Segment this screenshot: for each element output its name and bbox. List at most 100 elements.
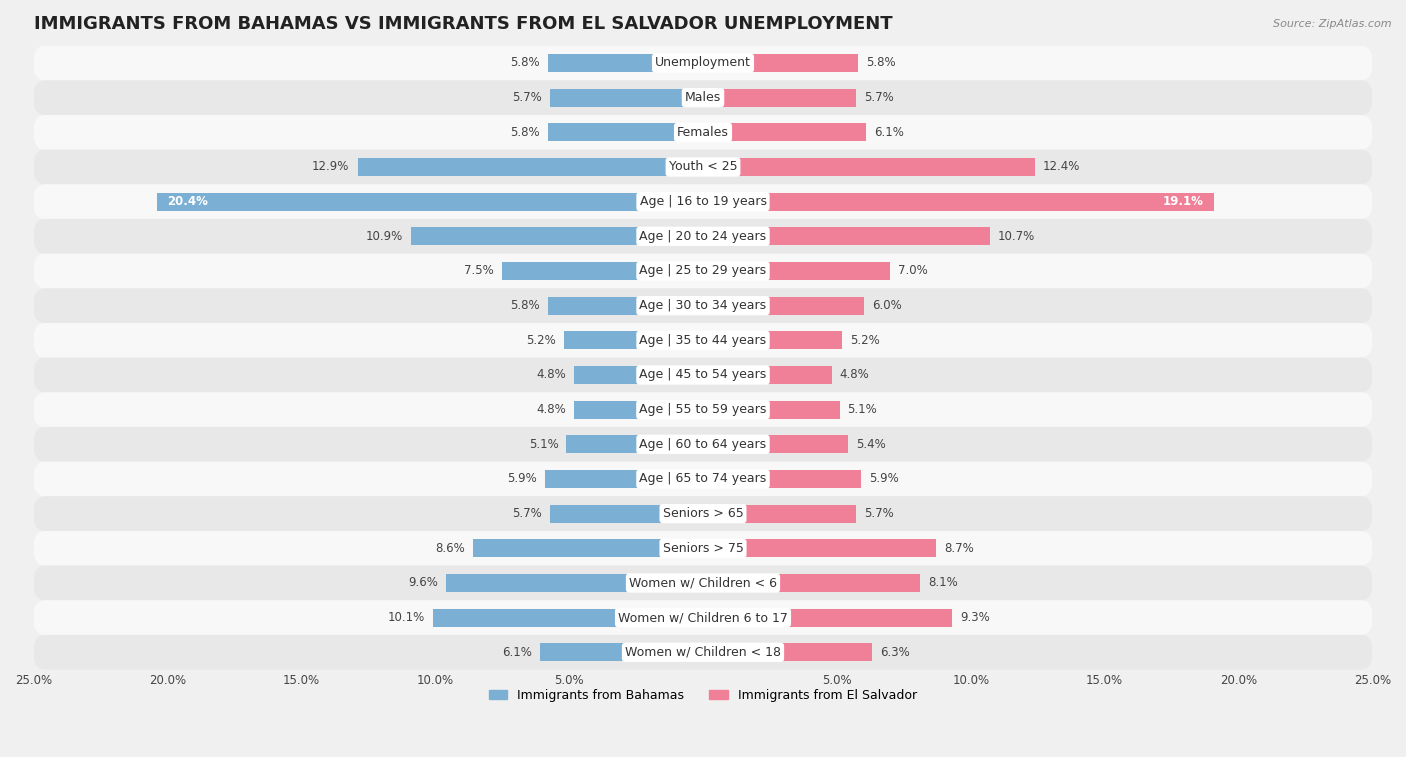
Text: Age | 55 to 59 years: Age | 55 to 59 years	[640, 403, 766, 416]
Text: 5.7%: 5.7%	[863, 507, 893, 520]
Text: Age | 20 to 24 years: Age | 20 to 24 years	[640, 230, 766, 243]
FancyBboxPatch shape	[34, 427, 1372, 462]
FancyBboxPatch shape	[34, 184, 1372, 219]
FancyBboxPatch shape	[34, 288, 1372, 323]
Text: 5.7%: 5.7%	[513, 507, 543, 520]
Text: Age | 35 to 44 years: Age | 35 to 44 years	[640, 334, 766, 347]
Text: Age | 45 to 54 years: Age | 45 to 54 years	[640, 369, 766, 382]
Bar	[703, 400, 839, 419]
FancyBboxPatch shape	[34, 80, 1372, 115]
Text: 10.9%: 10.9%	[366, 230, 404, 243]
Text: 9.6%: 9.6%	[408, 576, 437, 590]
Bar	[703, 609, 952, 627]
Text: 8.6%: 8.6%	[434, 542, 464, 555]
Text: Women w/ Children < 6: Women w/ Children < 6	[628, 576, 778, 590]
Text: 9.3%: 9.3%	[960, 611, 990, 624]
Bar	[502, 262, 703, 280]
Bar	[411, 227, 703, 245]
Bar	[567, 435, 703, 453]
Bar	[156, 192, 703, 210]
Bar	[548, 297, 703, 315]
Text: 12.9%: 12.9%	[312, 160, 350, 173]
FancyBboxPatch shape	[34, 600, 1372, 635]
Bar	[703, 297, 863, 315]
Bar	[357, 158, 703, 176]
FancyBboxPatch shape	[34, 254, 1372, 288]
Text: 5.2%: 5.2%	[526, 334, 555, 347]
Bar	[703, 366, 831, 384]
Text: Age | 30 to 34 years: Age | 30 to 34 years	[640, 299, 766, 312]
Text: 4.8%: 4.8%	[839, 369, 869, 382]
Text: 5.8%: 5.8%	[510, 57, 540, 70]
FancyBboxPatch shape	[34, 565, 1372, 600]
Bar	[703, 435, 848, 453]
Text: 7.5%: 7.5%	[464, 264, 494, 278]
Text: 6.1%: 6.1%	[502, 646, 531, 659]
Legend: Immigrants from Bahamas, Immigrants from El Salvador: Immigrants from Bahamas, Immigrants from…	[484, 684, 922, 707]
FancyBboxPatch shape	[34, 45, 1372, 80]
Bar	[472, 539, 703, 557]
Text: 7.0%: 7.0%	[898, 264, 928, 278]
Bar	[703, 332, 842, 349]
Bar	[703, 89, 856, 107]
Bar	[433, 609, 703, 627]
Text: Males: Males	[685, 91, 721, 104]
FancyBboxPatch shape	[34, 392, 1372, 427]
Text: 6.0%: 6.0%	[872, 299, 901, 312]
Text: Unemployment: Unemployment	[655, 57, 751, 70]
Text: 5.1%: 5.1%	[848, 403, 877, 416]
FancyBboxPatch shape	[34, 357, 1372, 392]
Bar	[575, 400, 703, 419]
Bar	[703, 470, 860, 488]
Bar	[540, 643, 703, 662]
Text: 5.2%: 5.2%	[851, 334, 880, 347]
FancyBboxPatch shape	[34, 115, 1372, 150]
Text: Age | 16 to 19 years: Age | 16 to 19 years	[640, 195, 766, 208]
Bar	[703, 505, 856, 522]
Text: 4.8%: 4.8%	[537, 403, 567, 416]
Text: 5.8%: 5.8%	[510, 126, 540, 139]
Bar	[446, 574, 703, 592]
Bar	[550, 505, 703, 522]
Text: Females: Females	[678, 126, 728, 139]
Text: Age | 25 to 29 years: Age | 25 to 29 years	[640, 264, 766, 278]
FancyBboxPatch shape	[34, 635, 1372, 670]
Text: Seniors > 65: Seniors > 65	[662, 507, 744, 520]
Text: 10.7%: 10.7%	[997, 230, 1035, 243]
Text: Seniors > 75: Seniors > 75	[662, 542, 744, 555]
Bar	[703, 192, 1215, 210]
FancyBboxPatch shape	[34, 462, 1372, 497]
Text: Youth < 25: Youth < 25	[669, 160, 737, 173]
Text: 19.1%: 19.1%	[1163, 195, 1204, 208]
Bar	[703, 123, 866, 142]
Text: 5.9%: 5.9%	[869, 472, 898, 485]
Text: 5.8%: 5.8%	[866, 57, 896, 70]
Text: 12.4%: 12.4%	[1043, 160, 1080, 173]
FancyBboxPatch shape	[34, 219, 1372, 254]
Text: 5.9%: 5.9%	[508, 472, 537, 485]
FancyBboxPatch shape	[34, 323, 1372, 357]
Text: 5.7%: 5.7%	[863, 91, 893, 104]
Text: Age | 65 to 74 years: Age | 65 to 74 years	[640, 472, 766, 485]
Bar	[703, 262, 890, 280]
Text: 4.8%: 4.8%	[537, 369, 567, 382]
Text: Women w/ Children < 18: Women w/ Children < 18	[626, 646, 780, 659]
Bar	[703, 227, 990, 245]
Bar	[575, 366, 703, 384]
Bar	[703, 158, 1035, 176]
Bar	[703, 54, 858, 72]
FancyBboxPatch shape	[34, 531, 1372, 565]
Text: 5.4%: 5.4%	[856, 438, 886, 450]
FancyBboxPatch shape	[34, 497, 1372, 531]
Text: 10.1%: 10.1%	[387, 611, 425, 624]
Text: 20.4%: 20.4%	[167, 195, 208, 208]
Bar	[703, 539, 936, 557]
Text: 5.8%: 5.8%	[510, 299, 540, 312]
Text: 8.1%: 8.1%	[928, 576, 957, 590]
Bar	[550, 89, 703, 107]
Text: Age | 60 to 64 years: Age | 60 to 64 years	[640, 438, 766, 450]
Text: 5.1%: 5.1%	[529, 438, 558, 450]
Bar	[548, 54, 703, 72]
Bar	[703, 574, 920, 592]
Text: Source: ZipAtlas.com: Source: ZipAtlas.com	[1274, 19, 1392, 29]
